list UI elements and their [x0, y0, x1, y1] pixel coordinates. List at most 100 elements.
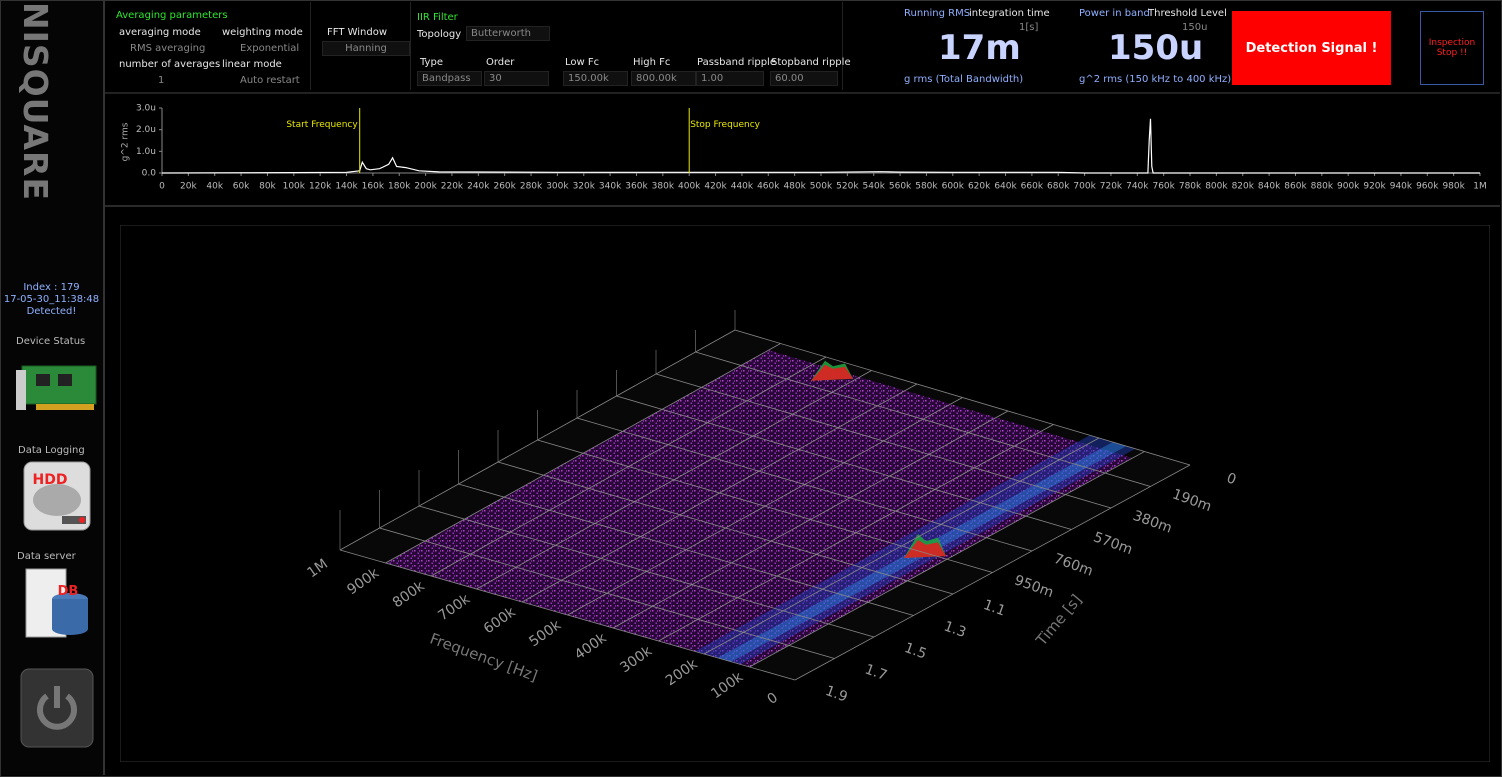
pins — [36, 404, 94, 410]
y-tick-label: 760m — [1052, 551, 1095, 580]
x-tick-label: 600k — [942, 182, 965, 192]
x-tick-label: 540k — [863, 182, 886, 192]
field-value[interactable]: 30 — [484, 71, 549, 86]
x-tick-label: 140k — [335, 182, 358, 192]
power-button[interactable] — [20, 668, 94, 748]
x-tick-label: 600k — [481, 604, 519, 638]
x-tick-label: 220k — [441, 182, 464, 192]
grid-line — [458, 483, 914, 616]
x-tick-label: 800k — [1205, 182, 1228, 192]
x-tick-label: 940k — [1390, 182, 1413, 192]
y-axis-title: Time [s] — [1032, 591, 1086, 650]
x-tick-label: 820k — [1232, 182, 1255, 192]
led — [79, 517, 85, 523]
x-tick-label: 300k — [617, 643, 655, 677]
field-value[interactable]: Bandpass — [417, 71, 482, 86]
grid-line — [734, 329, 1191, 466]
spectrum-line — [161, 118, 1480, 174]
db-icon[interactable]: DB — [22, 565, 92, 641]
grid-line — [537, 439, 993, 573]
field-value[interactable]: 1.00 — [696, 71, 764, 86]
x-tick-label: 260k — [493, 182, 516, 192]
cursor-label: Start Frequency — [286, 120, 358, 130]
field-value[interactable]: 800.00k — [631, 71, 696, 86]
index: Index : 179 — [23, 282, 80, 293]
field-value[interactable]: Butterworth — [466, 26, 550, 41]
separator — [310, 2, 311, 90]
separator — [842, 2, 843, 90]
x-tick-label: 80k — [259, 182, 276, 192]
x-tick-label: 320k — [573, 182, 596, 192]
x-tick-label: 0 — [159, 182, 165, 192]
x-tick-label: 500k — [810, 182, 833, 192]
x-tick-label: 620k — [968, 182, 991, 192]
x-tick-label: 360k — [625, 182, 648, 192]
field-value: Exponential — [240, 43, 300, 54]
field-value[interactable]: Hanning — [322, 41, 410, 56]
device-status-label: Device Status — [16, 336, 86, 347]
field-label: number of averages — [119, 59, 221, 70]
x-tick-label: 680k — [1047, 182, 1070, 192]
x-tick-label: 860k — [1284, 182, 1307, 192]
grid-line — [616, 395, 1072, 530]
x-tick-label: 640k — [994, 182, 1017, 192]
field-label: linear mode — [222, 59, 282, 70]
x-tick-label: 560k — [889, 182, 912, 192]
x-tick-label: 340k — [599, 182, 622, 192]
inspection-button[interactable]: Inspection Stop !! — [1420, 11, 1484, 85]
y-tick-label: 0 — [1224, 470, 1238, 488]
x-tick-label: 200k — [663, 656, 701, 690]
x-tick-label: 100k — [708, 669, 746, 703]
integration-label: integration time — [969, 8, 1050, 19]
x-tick-label: 460k — [757, 182, 780, 192]
field-label: averaging mode — [119, 27, 201, 38]
x-tick-label: 60k — [233, 182, 250, 192]
y-tick-label: 190m — [1170, 486, 1213, 515]
grid-line — [576, 417, 1033, 552]
field-label: High Fc — [633, 57, 671, 68]
y-tick-label: 1.1 — [981, 597, 1007, 620]
device-icon[interactable] — [16, 360, 100, 414]
x-tick-label: 400k — [678, 182, 701, 192]
x-tick-label: 880k — [1311, 182, 1334, 192]
x-tick-label: 760k — [1152, 182, 1175, 192]
y-tick-label: 950m — [1012, 572, 1055, 601]
field-value[interactable]: 150.00k — [563, 71, 628, 86]
y-tick-label: 2.0u — [136, 125, 156, 135]
y-tick-label: 1.9 — [823, 683, 849, 706]
rms-unit: g rms (Total Bandwidth) — [904, 74, 1024, 85]
x-tick-label: 1M — [305, 556, 331, 581]
field-label: Topology — [417, 29, 462, 40]
grid-line — [379, 527, 835, 659]
chip — [36, 374, 50, 386]
threshold-value: 150u — [1182, 22, 1208, 33]
x-tick-label: 780k — [1179, 182, 1202, 192]
y-tick-label: 1.5 — [902, 640, 928, 663]
x-tick-label: 980k — [1442, 182, 1465, 192]
spectrum-chart: g^2 rms 0.0 1.0u 2.0u 3.0u 0 20k 40k 60k 80k 100k… — [105, 104, 1500, 207]
field-label: Low Fc — [565, 57, 600, 68]
x-tick-label: 440k — [731, 182, 754, 192]
db-text: DB — [58, 584, 79, 599]
x-tick-label: 900k — [344, 565, 382, 599]
field-value: RMS averaging — [130, 43, 206, 54]
x-tick-label: 20k — [180, 182, 197, 192]
field-value[interactable]: 60.00 — [770, 71, 838, 86]
data-server-label: Data server — [17, 551, 76, 562]
field-label: Type — [420, 57, 443, 68]
power-value: 150u — [1108, 28, 1204, 68]
power-symbol — [37, 693, 77, 730]
platter — [33, 484, 81, 516]
field-label: Order — [486, 57, 515, 68]
x-tick-label: 40k — [206, 182, 223, 192]
x-tick-label: 900k — [1337, 182, 1360, 192]
hdd-text: HDD — [33, 472, 68, 488]
chip — [58, 374, 72, 386]
hdd-icon[interactable]: HDD — [22, 460, 92, 532]
power-unit: g^2 rms (150 kHz to 400 kHz) — [1079, 74, 1232, 85]
cursor-label: Stop Frequency — [690, 120, 760, 130]
x-tick-label: 840k — [1258, 182, 1281, 192]
detection-button[interactable]: Detection Signal ! — [1232, 11, 1391, 85]
x-tick-label: 300k — [546, 182, 569, 192]
